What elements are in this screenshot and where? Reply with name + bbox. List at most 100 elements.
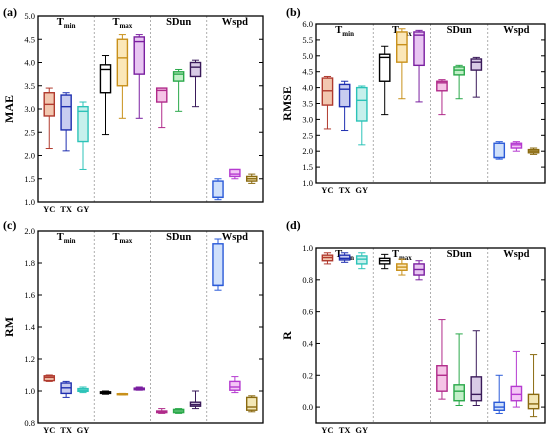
box-iqr <box>212 180 224 199</box>
box-iqr <box>99 64 112 94</box>
box-2-1-GY <box>133 386 146 391</box>
box-iqr <box>229 380 241 391</box>
x-tick-label: GY <box>355 425 368 433</box>
box-0-3-TX <box>229 168 241 180</box>
y-tick-label: 4.5 <box>302 67 313 77</box>
y-axis-label: MAE <box>2 95 16 123</box>
plot-frame <box>37 15 264 203</box>
box-iqr <box>453 384 465 402</box>
box-3-1-GY <box>413 260 425 281</box>
box-0-3-YC <box>212 178 224 201</box>
y-tick-label: 3.0 <box>24 104 35 114</box>
group-header-main: T <box>335 25 342 36</box>
panel-label: (a) <box>3 5 17 19</box>
group-header-main: Wspd <box>503 249 529 260</box>
y-tick-label: 4.5 <box>24 34 35 44</box>
panel-label: (c) <box>3 218 16 232</box>
box-2-0-GY <box>77 386 89 394</box>
box-iqr <box>510 142 523 149</box>
y-tick-label: 2.0 <box>302 146 313 156</box>
y-tick-label: 1.0 <box>302 178 313 188</box>
box-2-3-TX <box>229 376 241 394</box>
x-tick-label: TX <box>339 185 352 195</box>
group-header-main: T <box>112 17 119 28</box>
group-header-main: Wspd <box>222 232 248 243</box>
y-tick-label: 3.5 <box>302 99 313 109</box>
box-2-2-TX <box>172 408 185 414</box>
box-iqr <box>133 36 146 75</box>
y-tick-label: 2.0 <box>24 151 35 161</box>
group-header: Tmin <box>335 25 354 38</box>
box-1-1-YC <box>378 45 391 116</box>
y-tick-label: 0.8 <box>302 275 313 285</box>
group-header: SDun <box>166 232 191 243</box>
box-0-2-GY <box>189 59 202 108</box>
group-header-main: T <box>392 249 399 260</box>
box-iqr <box>60 94 72 131</box>
box-1-2-TX <box>453 64 465 100</box>
group-header-main: SDun <box>447 249 472 260</box>
box-1-3-TX <box>510 141 523 152</box>
y-tick-label: 0.2 <box>302 370 313 380</box>
box-iqr <box>212 243 224 287</box>
box-iqr <box>413 31 425 67</box>
group-header-main: SDun <box>166 17 191 28</box>
group-header-sub: max <box>399 254 412 262</box>
box-0-0-YC <box>43 87 56 150</box>
group-header: SDun <box>447 249 472 260</box>
x-tick-label: TX <box>60 204 73 214</box>
box-iqr <box>338 83 351 108</box>
box-iqr <box>43 375 56 382</box>
group-header: Wspd <box>503 249 529 260</box>
box-iqr <box>116 38 129 87</box>
box-iqr <box>378 53 391 82</box>
box-1-1-TX <box>396 28 408 100</box>
box-0-3-GY <box>245 173 258 184</box>
box-iqr <box>436 365 448 392</box>
y-tick-label: 1.2 <box>24 354 35 364</box>
x-tick-label: YC <box>321 185 333 195</box>
box-iqr <box>436 80 448 92</box>
box-1-0-TX <box>338 80 351 132</box>
box-2-1-YC <box>99 390 112 395</box>
group-header: Tmin <box>57 232 76 245</box>
box-3-0-TX <box>338 252 351 263</box>
box-3-2-YC <box>436 319 448 400</box>
group-header: Tmin <box>57 17 76 30</box>
y-tick-label: 1.5 <box>24 174 35 184</box>
box-2-1-TX <box>116 392 129 396</box>
box-1-3-YC <box>493 141 506 160</box>
panel-label: (b) <box>286 5 301 19</box>
box-iqr <box>155 87 168 103</box>
box-1-0-YC <box>321 75 334 130</box>
y-tick-label: 1.0 <box>24 386 35 396</box>
box-1-2-YC <box>436 79 448 116</box>
group-header: Wspd <box>503 25 529 36</box>
box-iqr <box>321 77 334 106</box>
box-3-3-GY <box>527 354 540 418</box>
group-header-main: T <box>392 25 399 36</box>
group-header-sub: max <box>119 237 132 245</box>
y-axis-label: RMSE <box>280 86 294 121</box>
group-header-main: SDun <box>166 232 191 243</box>
group-header: Wspd <box>222 17 248 28</box>
y-tick-label: 4.0 <box>24 58 35 68</box>
box-0-0-GY <box>77 101 89 170</box>
box-2-3-GY <box>245 395 258 413</box>
y-tick-label: 2.5 <box>302 130 313 140</box>
x-tick-label: YC <box>43 425 55 433</box>
box-1-3-GY <box>527 147 540 155</box>
x-tick-label: TX <box>60 425 73 433</box>
y-tick-label: 6.0 <box>302 19 313 29</box>
group-header-main: T <box>57 232 64 243</box>
y-tick-label: 3.0 <box>302 114 313 124</box>
box-3-0-GY <box>355 252 368 270</box>
box-iqr <box>355 86 368 122</box>
box-0-1-GY <box>133 34 146 119</box>
box-1-2-GY <box>470 56 483 98</box>
box-3-1-YC <box>378 253 391 270</box>
box-iqr <box>510 385 523 402</box>
plot-frame <box>315 23 546 184</box>
